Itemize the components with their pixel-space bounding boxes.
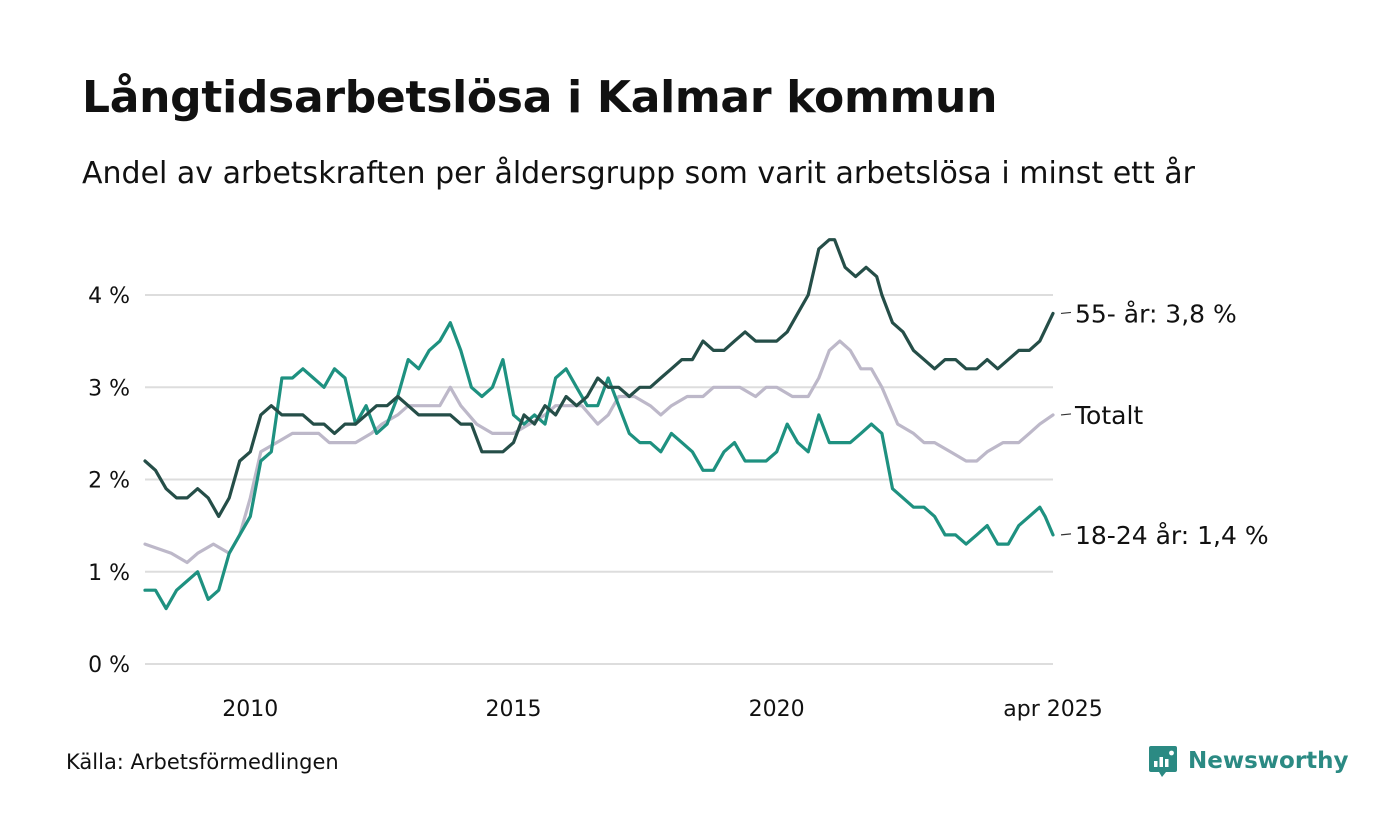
y-tick-label: 0 % [88,653,130,678]
grid-layer [145,294,1053,665]
source-note: Källa: Arbetsförmedlingen [66,750,339,774]
x-tick-label: 2015 [485,697,541,722]
series-label-connector-total [1060,413,1072,416]
series-label-s55: 55- år: 3,8 % [1075,299,1237,328]
series-layer [143,238,1055,611]
y-tick-label: 2 % [88,469,130,494]
chart-title: Långtidsarbetslösa i Kalmar kommun [82,72,998,123]
series-line-total [143,339,1055,565]
y-tick-label: 4 % [88,284,130,309]
series-label-s18: 18-24 år: 1,4 % [1075,521,1269,550]
x-tick-label: 2010 [222,697,278,722]
series-line-s55 [143,238,1055,519]
newsworthy-logo-icon [1149,746,1177,777]
series-label-total: Totalt [1074,401,1143,430]
chart-subtitle: Andel av arbetskraften per åldersgrupp s… [82,156,1195,191]
series-label-layer: Totalt 18-24 år: 1,4 % 55- år: 3,8 % [1060,299,1269,550]
series-label-connector-s55 [1060,311,1072,315]
series-line-s18 [143,321,1055,611]
axis-layer: 0 % 1 % 2 % 3 % 4 % 2010 2015 2020 apr 2025 [88,284,1103,722]
y-tick-label: 3 % [88,376,130,401]
series-label-connector-s18 [1060,533,1072,536]
y-tick-label: 1 % [88,561,130,586]
x-tick-label: 2020 [749,697,805,722]
x-tick-label: apr 2025 [1003,697,1102,722]
brand-name: Newsworthy [1188,748,1349,774]
brand-logo[interactable]: Newsworthy [1148,744,1349,778]
